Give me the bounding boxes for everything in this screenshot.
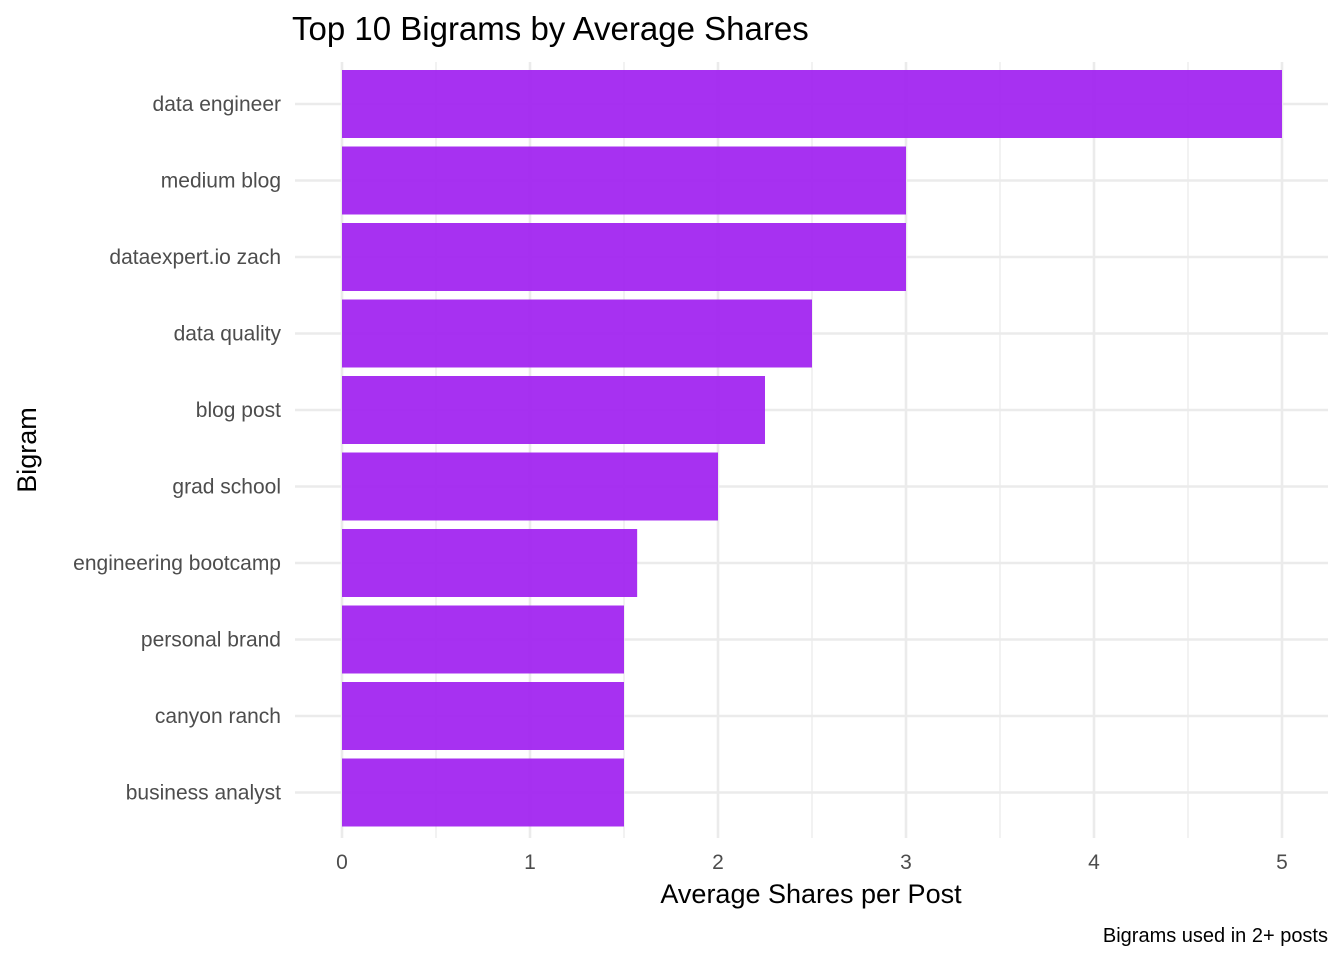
y-tick-label: data quality (174, 323, 282, 346)
x-tick-label: 1 (524, 851, 536, 874)
y-tick-label: canyon ranch (155, 705, 281, 728)
y-tick-label: business analyst (126, 782, 281, 805)
y-axis-title: Bigram (12, 407, 42, 493)
y-tick-label: dataexpert.io zach (109, 246, 281, 269)
chart-title: Top 10 Bigrams by Average Shares (292, 10, 809, 47)
y-tick-label: medium blog (161, 170, 281, 193)
bar (342, 605, 624, 674)
bar (342, 299, 812, 368)
bar (342, 758, 624, 827)
bars (342, 70, 1282, 827)
bar (342, 376, 765, 444)
y-tick-label: data engineer (153, 93, 281, 116)
bar (342, 146, 906, 215)
x-tick-label: 5 (1276, 851, 1288, 874)
x-tick-label: 2 (712, 851, 724, 874)
bar (342, 682, 624, 750)
y-tick-label: blog post (196, 399, 281, 422)
bar (342, 223, 906, 291)
chart-caption: Bigrams used in 2+ posts (1103, 925, 1328, 947)
x-tick-labels: 0 1 2 3 4 5 (336, 851, 1288, 874)
bar (342, 529, 638, 597)
x-tick-label: 3 (900, 851, 912, 874)
y-tick-label: personal brand (141, 629, 281, 652)
y-tick-labels: data engineer medium blog dataexpert.io za… (73, 93, 281, 805)
x-tick-label: 4 (1088, 851, 1100, 874)
y-tick-label: engineering bootcamp (73, 552, 281, 575)
bar (342, 70, 1282, 138)
x-tick-label: 0 (336, 851, 348, 874)
y-tick-label: grad school (172, 476, 281, 499)
bar (342, 452, 718, 521)
x-axis-title: Average Shares per Post (660, 879, 962, 909)
